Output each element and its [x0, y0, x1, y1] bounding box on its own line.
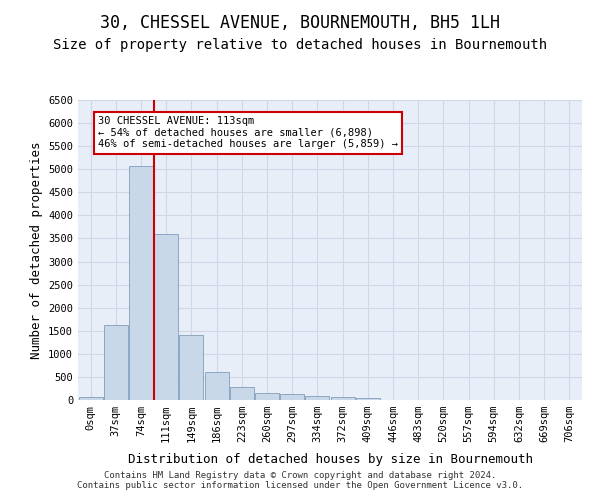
- Bar: [179, 336, 203, 400]
- Bar: [129, 166, 153, 400]
- Text: 30 CHESSEL AVENUE: 113sqm
← 54% of detached houses are smaller (6,898)
46% of se: 30 CHESSEL AVENUE: 113sqm ← 54% of detac…: [98, 116, 398, 150]
- Bar: [255, 393, 279, 400]
- Text: Size of property relative to detached houses in Bournemouth: Size of property relative to detached ho…: [53, 38, 547, 52]
- Bar: [230, 386, 254, 400]
- Bar: [280, 394, 304, 400]
- Bar: [205, 372, 229, 400]
- Bar: [305, 396, 329, 400]
- Bar: [154, 234, 178, 400]
- Bar: [104, 325, 128, 400]
- Y-axis label: Number of detached properties: Number of detached properties: [29, 141, 43, 359]
- Text: 30, CHESSEL AVENUE, BOURNEMOUTH, BH5 1LH: 30, CHESSEL AVENUE, BOURNEMOUTH, BH5 1LH: [100, 14, 500, 32]
- Bar: [356, 398, 380, 400]
- Text: Contains HM Land Registry data © Crown copyright and database right 2024.
Contai: Contains HM Land Registry data © Crown c…: [77, 470, 523, 490]
- Bar: [331, 397, 355, 400]
- X-axis label: Distribution of detached houses by size in Bournemouth: Distribution of detached houses by size …: [128, 454, 533, 466]
- Bar: [79, 397, 103, 400]
